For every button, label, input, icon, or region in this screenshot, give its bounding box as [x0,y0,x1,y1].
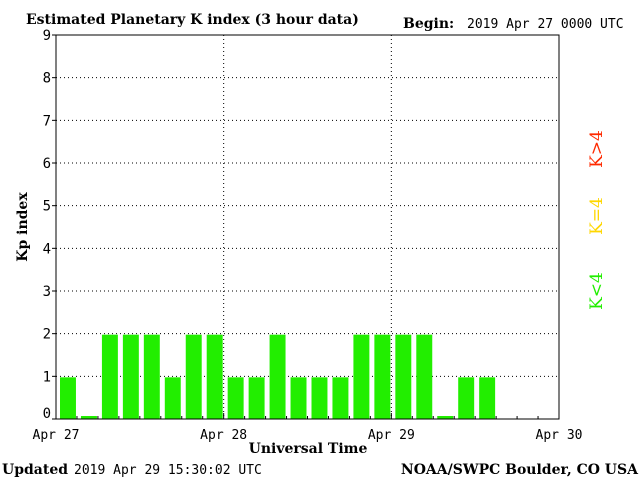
kp-bar [248,377,265,419]
kp-bar [311,377,328,419]
kp-bar [80,416,97,419]
y-tick-label: 0 [43,406,51,422]
begin-label: Begin: [403,16,454,32]
y-tick-label: 6 [43,156,51,172]
x-tick-label: Apr 27 [33,428,80,443]
kp-bar [479,377,496,419]
y-tick-label: 2 [43,327,51,343]
y-tick-label: 5 [43,199,51,215]
x-tick-label: Apr 28 [200,428,247,443]
kp-bar [290,377,307,419]
x-tick-labels: Apr 27 Apr 28 Apr 29 Apr 30 [33,413,583,443]
y-tick-label: 9 [43,28,51,44]
legend-equal: K=4 [587,197,607,235]
legend-below: K<4 [587,272,607,310]
source-credit: NOAA/SWPC Boulder, CO USA [401,462,639,478]
bars [60,334,496,419]
chart-title: Estimated Planetary K index (3 hour data… [26,12,359,28]
updated-label: Updated [2,462,68,478]
kp-bar [101,334,118,419]
kp-bar [227,377,244,419]
legend-above: K>4 [587,130,607,168]
kp-bar [60,377,76,419]
y-tick-label: 1 [43,369,51,385]
x-axis-label: Universal Time [249,441,368,457]
updated-value: 2019 Apr 29 15:30:02 UTC [74,463,262,478]
x-tick-label: Apr 29 [368,428,415,443]
y-tick-label: 7 [43,113,51,129]
begin-value: 2019 Apr 27 0000 UTC [467,17,624,32]
kp-bar [353,334,370,419]
kp-bar [374,334,391,419]
y-axis-label: Kp index [15,192,31,262]
kp-bar [122,334,139,419]
kp-bar [395,334,412,419]
grid-lines [56,35,559,419]
y-tick-labels: 0 1 2 3 4 5 6 7 8 9 [43,28,56,422]
kp-bar [332,377,349,419]
x-tick-label: Apr 30 [536,428,583,443]
kp-bar [437,416,454,419]
y-tick-label: 4 [43,241,51,257]
kp-bar [206,334,223,419]
kp-bar [164,377,181,419]
kp-bar [416,334,433,419]
kp-bar [458,377,475,419]
kp-bar [185,334,202,419]
y-tick-label: 3 [43,284,51,300]
kp-bar [143,334,160,419]
kp-bar [269,334,286,419]
y-tick-label: 8 [43,71,51,87]
